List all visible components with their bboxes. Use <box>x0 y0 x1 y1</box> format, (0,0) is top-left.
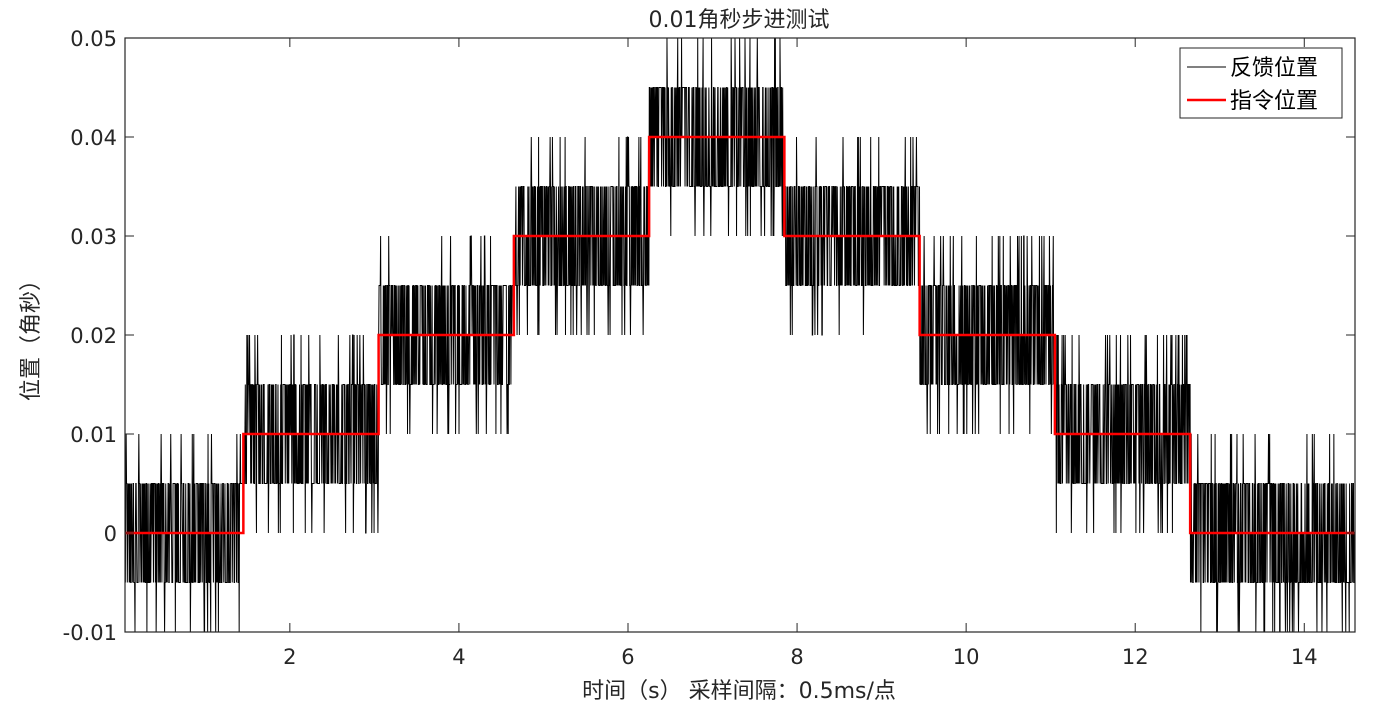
y-tick-label: 0.03 <box>70 225 117 249</box>
x-tick-label: 4 <box>452 645 465 669</box>
feedback-position-line <box>124 37 1356 633</box>
y-tick-label: 0.05 <box>70 27 117 51</box>
x-tick-label: 10 <box>953 645 980 669</box>
legend-entry-command: 指令位置 <box>1230 89 1318 114</box>
y-tick-label: -0.01 <box>63 621 117 645</box>
y-tick-label: 0 <box>104 522 117 546</box>
y-tick-label: 0.01 <box>70 423 117 447</box>
x-tick-label: 2 <box>283 645 296 669</box>
y-tick-label: 0.02 <box>70 324 117 348</box>
x-tick-label: 14 <box>1291 645 1318 669</box>
plot-area <box>124 37 1356 633</box>
series-feedback-position <box>124 37 1356 633</box>
y-tick-label: 0.04 <box>70 126 117 150</box>
x-axis-label: 时间（s） 采样间隔：0.5ms/点 <box>582 679 896 704</box>
x-tick-label: 12 <box>1122 645 1149 669</box>
chart-title: 0.01角秒步进测试 <box>649 8 830 33</box>
legend-box <box>1179 47 1343 119</box>
legend: 反馈位置 指令位置 <box>1179 47 1343 119</box>
y-axis-label: 位置（角秒） <box>19 269 44 401</box>
x-axis: 2 4 6 8 10 12 14 <box>283 38 1318 669</box>
series-command-position <box>125 135 1355 535</box>
y-axis: -0.01 0 0.01 0.02 0.03 0.04 0.05 <box>63 27 1355 645</box>
command-position-line <box>125 135 1355 535</box>
x-tick-label: 6 <box>621 645 634 669</box>
x-tick-label: 8 <box>790 645 803 669</box>
legend-entry-feedback: 反馈位置 <box>1230 56 1318 81</box>
